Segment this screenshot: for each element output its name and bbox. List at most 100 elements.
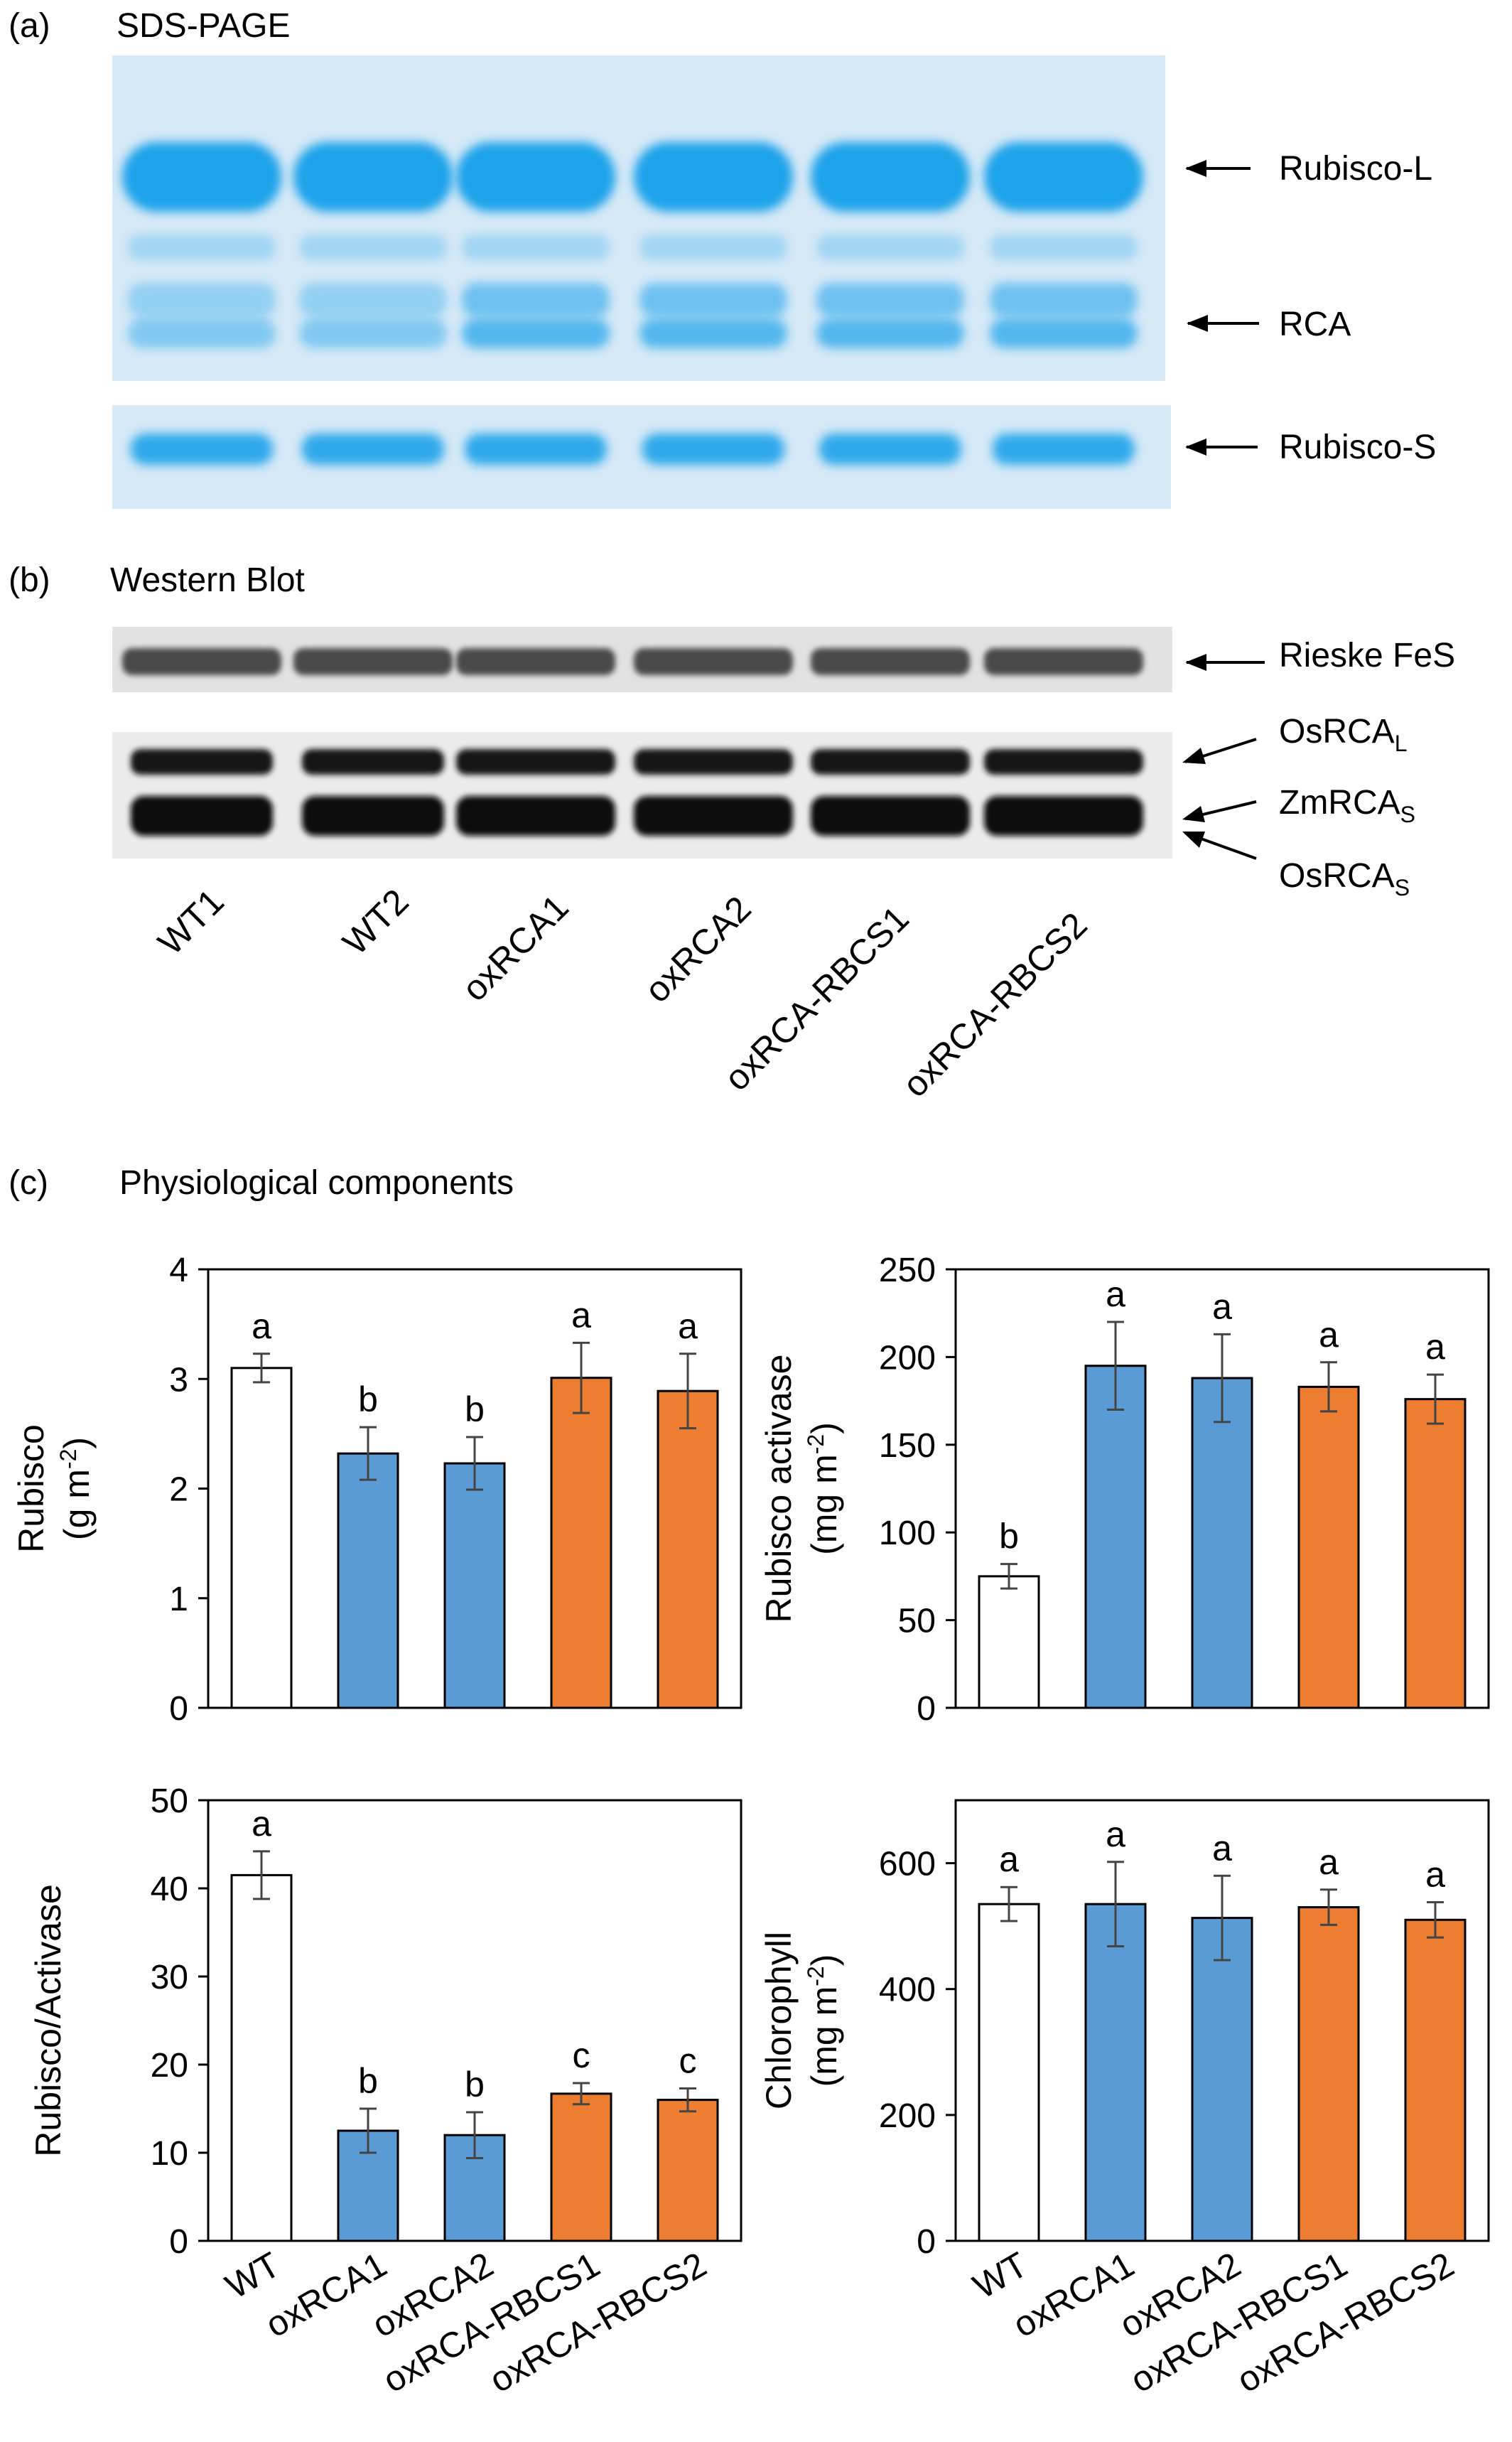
bar: [550, 2092, 612, 2242]
gel-band-rubisco-s: [642, 434, 784, 465]
error-bar: [679, 2087, 696, 2113]
band-label-zmrca-s: ZmRCAS: [1182, 784, 1415, 827]
gel-band-minor: [128, 235, 276, 260]
plot-frame: [954, 1268, 1490, 1709]
blot-band-rca-s: [456, 796, 615, 836]
band-label-rieske: Rieske FeS: [1185, 637, 1455, 674]
bar: [1191, 1377, 1253, 1709]
band-label-text: OsRCA: [1279, 857, 1395, 895]
bar-chart-3: a b b c c 0 10 20 30 40 50 Rubisco/Activase WToxRCA1…: [28, 1782, 742, 2400]
lane-label: WT2: [335, 881, 416, 962]
bar: [1297, 1906, 1360, 2242]
y-tick-label: 50: [898, 1603, 936, 1640]
gel-band-rca: [128, 318, 276, 348]
blot-band-osrca-l: [456, 749, 615, 775]
bar: [443, 1462, 506, 1709]
gel-band-rubisco-l: [293, 142, 453, 212]
error-bar: [253, 1850, 270, 1900]
bar: [978, 1575, 1040, 1709]
band-label-osrca-s: OsRCAS: [1182, 832, 1410, 900]
band-label-text: Rubisco-L: [1279, 150, 1432, 188]
x-category-label: WT: [219, 2244, 286, 2306]
significance-letter: c: [573, 2035, 590, 2075]
significance-letter: a: [571, 1295, 591, 1335]
gel-band-rca: [299, 318, 447, 348]
error-bar: [573, 2082, 590, 2106]
gel-band-minor: [639, 235, 787, 260]
bar: [1191, 1917, 1253, 2242]
gel-band-rubisco-l: [122, 142, 281, 212]
gel-band-rca-upper: [990, 283, 1138, 317]
blot-band-osrca-l: [811, 749, 970, 775]
y-tick-label: 0: [169, 2223, 188, 2261]
y-tick-label: 20: [151, 2047, 188, 2085]
y-tick-label: 200: [879, 1339, 936, 1377]
lane-label: oxRCA1: [455, 887, 576, 1008]
error-bar: [1107, 1320, 1124, 1411]
bar: [1404, 1918, 1467, 2242]
y-tick-label: 200: [879, 2097, 936, 2135]
error-bar: [1000, 1563, 1017, 1590]
error-bar: [573, 1341, 590, 1414]
bar: [657, 2099, 719, 2242]
x-category-label: oxRCA1: [1006, 2244, 1140, 2345]
significance-letter: b: [465, 2065, 485, 2104]
significance-letter: a: [1106, 1274, 1125, 1314]
blot-band-osrca-l: [984, 749, 1143, 775]
lane-label: WT1: [151, 881, 232, 962]
plot-frame: [207, 1799, 742, 2242]
band-label-sub: L: [1395, 731, 1408, 756]
lane-label: oxRCA2: [637, 888, 759, 1010]
x-category-label: WT: [966, 2244, 1034, 2306]
gel-band-rca: [462, 318, 610, 348]
significance-letter: a: [1212, 1828, 1232, 1868]
gel-band-rubisco-l: [456, 142, 615, 212]
gel-band-minor: [990, 235, 1138, 260]
gel-band-rubisco-s: [302, 434, 444, 465]
error-bar: [360, 2107, 377, 2154]
bar: [1404, 1398, 1467, 1709]
significance-letter: a: [1212, 1286, 1232, 1326]
gel-band-rca: [639, 318, 787, 348]
significance-letter: a: [1319, 1842, 1339, 1882]
significance-letter: a: [252, 1804, 271, 1844]
band-label-sub: S: [1400, 802, 1415, 827]
band-label-text: Rubisco-S: [1279, 429, 1436, 466]
significance-letter: a: [678, 1306, 698, 1346]
band-label-rubisco-s: Rubisco-S: [1185, 429, 1436, 466]
panel-a-letter: (a): [9, 7, 50, 45]
gel-band-rubisco-s: [465, 434, 607, 465]
gel-band-rca-upper: [639, 283, 787, 317]
y-axis-unit: (mg m-2): [803, 1422, 844, 1555]
bar: [550, 1377, 612, 1709]
blot-band-rca-s: [984, 796, 1143, 836]
bar: [1084, 1365, 1147, 1709]
error-bar: [466, 2111, 483, 2159]
panel-c: (c) Physiological components a b b a a 0 1 2 3 4 R…: [9, 1164, 1490, 2400]
y-tick-label: 2: [169, 1471, 188, 1509]
bar: [657, 1389, 719, 1709]
y-axis-title: Rubisco activase: [759, 1355, 799, 1623]
bar: [337, 1452, 399, 1709]
bar: [1084, 1903, 1147, 2242]
bar: [230, 1873, 293, 2242]
y-tick-label: 250: [879, 1252, 936, 1289]
y-axis-unit: (mg m-2): [803, 1954, 844, 2087]
svg-text:ZmRCAS: ZmRCAS: [1279, 784, 1415, 827]
error-bar: [1427, 1373, 1444, 1425]
blot-band-rieske: [293, 648, 453, 675]
panel-b-title: Western Blot: [110, 561, 305, 599]
significance-letter: a: [1106, 1814, 1125, 1854]
panel-b-letter: (b): [9, 561, 50, 599]
error-bar: [360, 1426, 377, 1481]
significance-letter: a: [1319, 1315, 1339, 1355]
svg-text:OsRCAS: OsRCAS: [1279, 857, 1410, 900]
gel-band-rca-upper: [816, 283, 964, 317]
gel-band-rubisco-s: [131, 434, 273, 465]
band-label-text: RCA: [1279, 306, 1351, 343]
error-bar: [253, 1352, 270, 1384]
gel-band-rca-upper: [299, 283, 447, 317]
y-axis-title: Rubisco: [11, 1424, 51, 1553]
blot-band-osrca-l: [302, 749, 444, 775]
